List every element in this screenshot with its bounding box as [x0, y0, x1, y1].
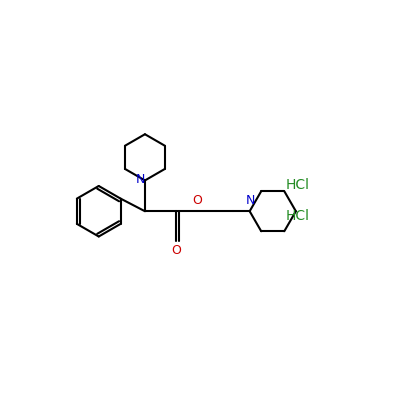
Text: HCl: HCl: [285, 178, 310, 192]
Text: HCl: HCl: [285, 209, 310, 223]
Text: O: O: [192, 194, 202, 207]
Text: O: O: [171, 244, 181, 256]
Text: N: N: [136, 173, 146, 186]
Text: N: N: [246, 194, 255, 207]
